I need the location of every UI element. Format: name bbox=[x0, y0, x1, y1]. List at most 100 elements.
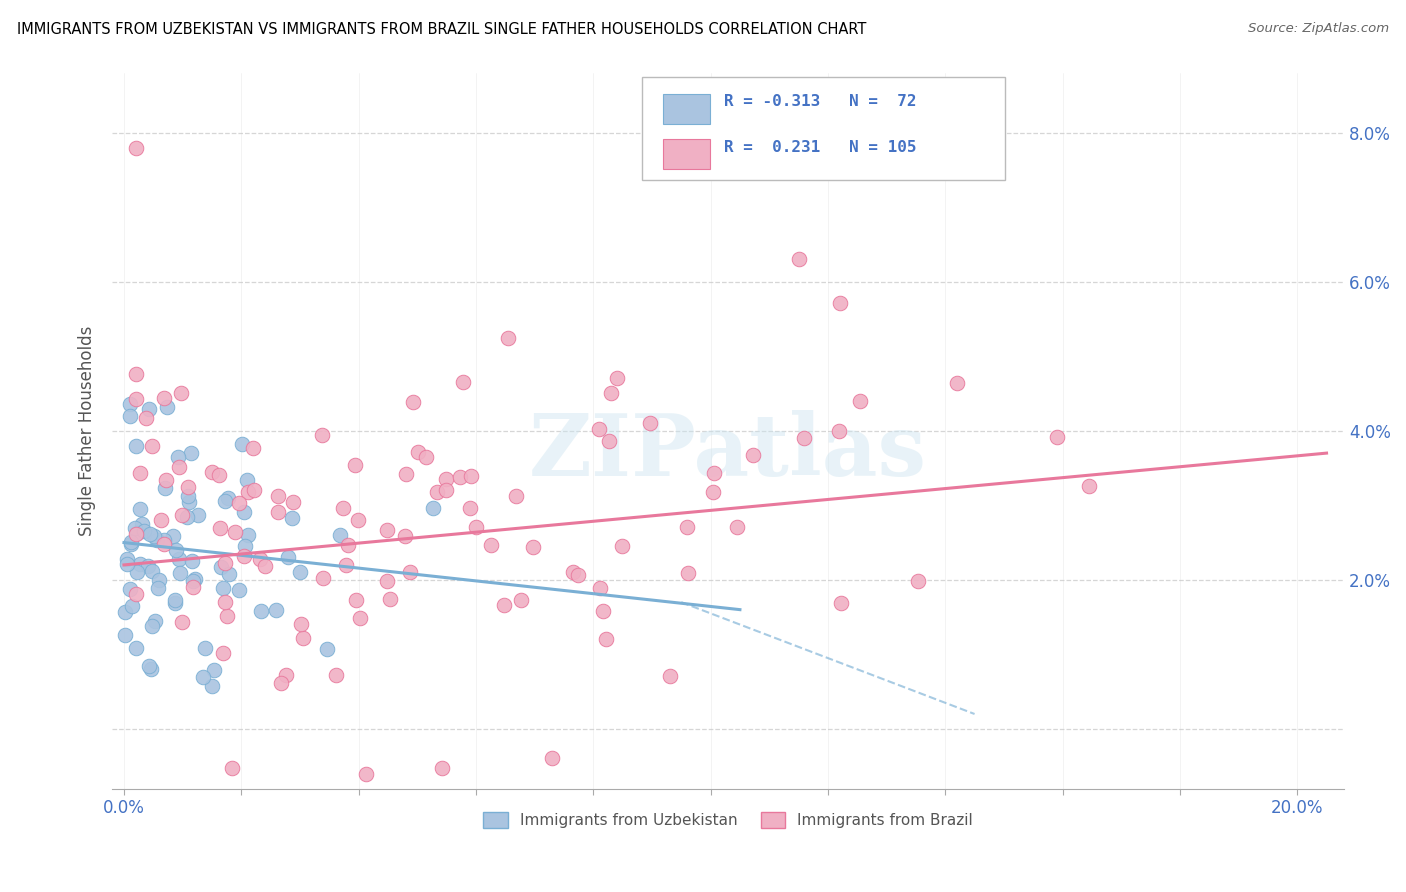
Point bbox=[181, 574, 204, 588]
Point bbox=[124, 521, 146, 535]
Point bbox=[589, 582, 612, 596]
Point bbox=[125, 140, 148, 154]
Point bbox=[124, 587, 146, 601]
Point bbox=[141, 439, 163, 453]
Point bbox=[115, 557, 138, 571]
Point bbox=[243, 483, 266, 498]
Point bbox=[146, 581, 169, 595]
Point bbox=[162, 529, 184, 543]
Point bbox=[325, 668, 347, 682]
Point bbox=[332, 501, 354, 516]
Point bbox=[169, 566, 191, 581]
Point bbox=[394, 467, 416, 481]
Point bbox=[510, 592, 533, 607]
Point bbox=[149, 513, 172, 527]
Point bbox=[209, 521, 232, 535]
Point bbox=[540, 751, 562, 765]
Point bbox=[375, 523, 398, 537]
Point bbox=[176, 480, 198, 494]
Point bbox=[703, 466, 725, 480]
Point bbox=[828, 296, 851, 310]
FancyBboxPatch shape bbox=[643, 77, 1005, 180]
Point bbox=[479, 538, 502, 552]
Point bbox=[406, 444, 429, 458]
Point bbox=[138, 527, 160, 541]
Point bbox=[172, 615, 194, 630]
Point bbox=[599, 386, 621, 401]
Point bbox=[208, 467, 231, 482]
Point bbox=[214, 494, 236, 508]
Point bbox=[236, 485, 259, 500]
Point bbox=[828, 425, 851, 439]
Point bbox=[180, 446, 202, 460]
Point bbox=[163, 593, 186, 607]
Point bbox=[430, 761, 453, 775]
Point bbox=[787, 252, 810, 267]
Point bbox=[209, 560, 232, 574]
Point bbox=[172, 508, 194, 522]
Point bbox=[114, 628, 136, 642]
Point bbox=[183, 572, 205, 586]
Point bbox=[118, 409, 141, 423]
Point bbox=[120, 537, 142, 551]
Point bbox=[120, 535, 142, 549]
Point bbox=[167, 460, 190, 475]
Point bbox=[201, 466, 224, 480]
Point bbox=[167, 551, 190, 566]
Point bbox=[311, 427, 333, 442]
Point bbox=[170, 385, 193, 400]
Point bbox=[218, 566, 240, 581]
Point bbox=[135, 411, 157, 425]
Point bbox=[128, 558, 150, 572]
Point bbox=[522, 540, 544, 554]
Point bbox=[1046, 430, 1069, 444]
Point bbox=[166, 450, 188, 464]
Point bbox=[264, 602, 287, 616]
Point bbox=[214, 556, 236, 570]
Point bbox=[183, 580, 205, 594]
Point bbox=[114, 606, 136, 620]
Point bbox=[266, 489, 288, 503]
Point bbox=[224, 525, 246, 540]
Point bbox=[676, 520, 699, 534]
Point bbox=[118, 582, 141, 596]
Point bbox=[402, 394, 425, 409]
Point bbox=[595, 632, 617, 647]
Point bbox=[146, 533, 169, 548]
Point bbox=[676, 566, 699, 580]
Y-axis label: Single Father Households: Single Father Households bbox=[79, 326, 96, 536]
Point bbox=[375, 574, 398, 589]
Point bbox=[458, 500, 481, 515]
Text: R = -0.313   N =  72: R = -0.313 N = 72 bbox=[724, 94, 917, 109]
Point bbox=[830, 596, 852, 610]
Point bbox=[202, 663, 225, 677]
Point bbox=[177, 495, 200, 509]
Point bbox=[138, 659, 160, 673]
Point bbox=[249, 604, 271, 618]
Point bbox=[125, 565, 148, 579]
Point bbox=[121, 599, 143, 613]
Text: IMMIGRANTS FROM UZBEKISTAN VS IMMIGRANTS FROM BRAZIL SINGLE FATHER HOUSEHOLDS CO: IMMIGRANTS FROM UZBEKISTAN VS IMMIGRANTS… bbox=[17, 22, 866, 37]
Point bbox=[138, 402, 160, 417]
Point bbox=[702, 485, 724, 500]
Point bbox=[349, 611, 371, 625]
Point bbox=[249, 552, 271, 566]
FancyBboxPatch shape bbox=[662, 94, 710, 124]
Point bbox=[335, 558, 357, 573]
Point bbox=[434, 472, 457, 486]
Point bbox=[212, 581, 235, 595]
Point bbox=[567, 568, 589, 582]
Point bbox=[228, 496, 250, 510]
Point bbox=[124, 640, 146, 655]
Point bbox=[141, 619, 163, 633]
Point bbox=[329, 528, 352, 542]
Point bbox=[165, 543, 187, 558]
Point bbox=[274, 668, 297, 682]
Point bbox=[163, 596, 186, 610]
Point bbox=[125, 368, 148, 382]
Point bbox=[153, 533, 176, 547]
Point bbox=[592, 605, 614, 619]
Text: R =  0.231   N = 105: R = 0.231 N = 105 bbox=[724, 140, 917, 155]
Point bbox=[194, 641, 217, 656]
Point bbox=[148, 573, 170, 587]
